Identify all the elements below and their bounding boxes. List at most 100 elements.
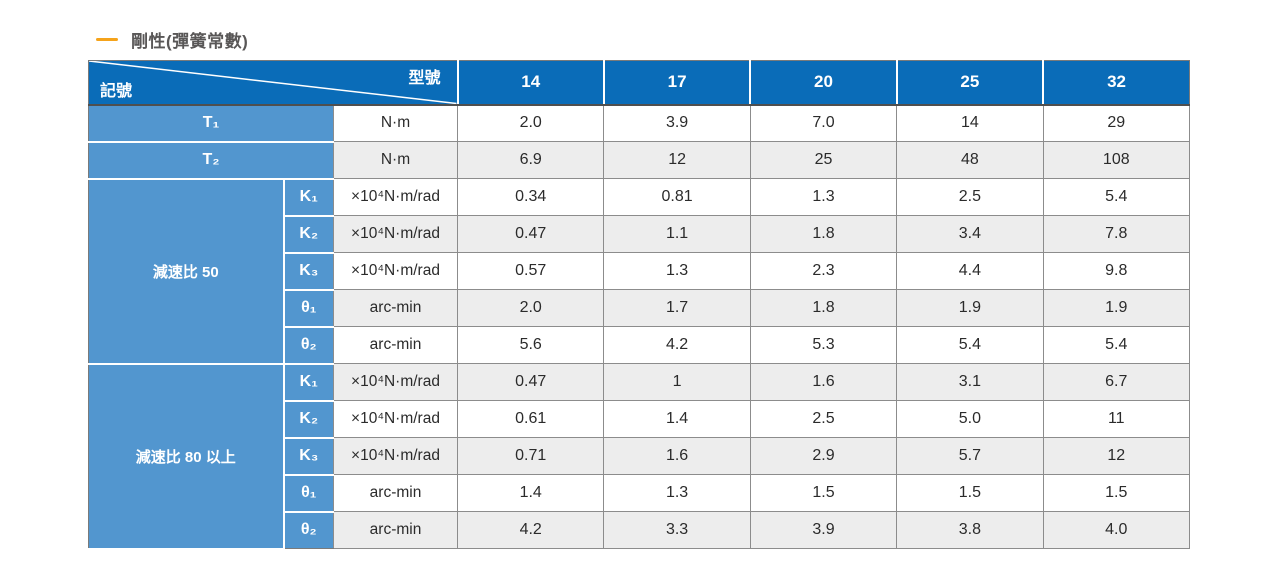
- corner-bottom-left-label: 記號: [100, 82, 133, 100]
- value-cell: 5.4: [1042, 178, 1191, 216]
- value-cell: 4.2: [603, 326, 751, 364]
- value-cell: 14: [896, 104, 1044, 142]
- value-cell: 3.9: [749, 511, 898, 549]
- sub-label-cell: K₂: [282, 214, 334, 254]
- unit-cell: ×10⁴N·m/rad: [333, 215, 458, 253]
- value-cell: 6.7: [1042, 363, 1191, 401]
- table-row: θ₂ arc-min 5.6 4.2 5.3 5.4 5.4: [89, 325, 1191, 365]
- value-cell: 1.6: [749, 363, 898, 401]
- value-cell: 2.3: [749, 252, 898, 290]
- value-cell: 1.3: [603, 252, 751, 290]
- value-cell: 48: [896, 141, 1044, 179]
- sub-label-cell: θ₁: [282, 473, 334, 513]
- value-cell: 1.4: [456, 474, 605, 512]
- value-cell: 2.0: [456, 104, 605, 142]
- value-cell: 4.2: [456, 511, 605, 549]
- unit-cell: ×10⁴N·m/rad: [333, 437, 458, 475]
- corner-top-right-label: 型號: [408, 70, 441, 87]
- value-cell: 11: [1042, 400, 1191, 438]
- group-label-cell: 減速比 50: [88, 177, 285, 365]
- section-dash-icon: [96, 37, 118, 42]
- value-cell: 2.9: [749, 437, 898, 475]
- table-row: 減速比 80 以上 K₁ ×10⁴N·m/rad 0.47 1 1.6 3.1 …: [88, 362, 1191, 550]
- value-cell: 1.4: [603, 400, 751, 438]
- value-cell: 1.1: [603, 215, 751, 253]
- value-cell: 0.47: [456, 363, 605, 401]
- sub-label-cell: θ₁: [282, 288, 334, 328]
- value-cell: 12: [1042, 437, 1191, 475]
- value-cell: 0.81: [603, 178, 751, 216]
- sub-label-cell: K₃: [282, 436, 334, 476]
- sub-label-cell: K₁: [282, 177, 334, 217]
- value-cell: 1.3: [603, 474, 751, 512]
- unit-cell: ×10⁴N·m/rad: [333, 363, 458, 401]
- value-cell: 1: [603, 363, 751, 401]
- value-cell: 0.47: [456, 215, 605, 253]
- unit-cell: arc-min: [333, 511, 458, 549]
- value-cell: 1.8: [749, 289, 898, 327]
- value-cell: 3.3: [603, 511, 751, 549]
- value-cell: 5.4: [896, 326, 1044, 364]
- unit-cell: arc-min: [333, 474, 458, 512]
- value-cell: 7.8: [1042, 215, 1191, 253]
- value-cell: 108: [1042, 141, 1191, 179]
- value-cell: 2.0: [456, 289, 605, 327]
- model-column-header: 17: [602, 60, 752, 106]
- corner-diagonal-line: [89, 61, 457, 104]
- value-cell: 0.57: [456, 252, 605, 290]
- sub-label-cell: K₂: [282, 399, 334, 439]
- value-cell: 5.6: [456, 326, 605, 364]
- value-cell: 6.9: [456, 141, 605, 179]
- table-row: 減速比 50 K₁ ×10⁴N·m/rad 0.34 0.81 1.3 2.5 …: [88, 177, 1191, 365]
- value-cell: 9.8: [1042, 252, 1191, 290]
- stiffness-table: 型號 記號 14 17 20 25 32 T₁ N·m 2.0 3.9 7.0 …: [88, 60, 1191, 550]
- table-row: K₃ ×10⁴N·m/rad 0.71 1.6 2.9 5.7 12: [89, 436, 1191, 476]
- value-cell: 1.3: [749, 178, 898, 216]
- table-row: θ₁ arc-min 2.0 1.7 1.8 1.9 1.9: [89, 288, 1191, 328]
- value-cell: 1.7: [603, 289, 751, 327]
- value-cell: 2.5: [896, 178, 1044, 216]
- unit-cell: arc-min: [333, 289, 458, 327]
- value-cell: 5.4: [1042, 326, 1191, 364]
- value-cell: 5.7: [896, 437, 1044, 475]
- value-cell: 1.5: [1042, 474, 1191, 512]
- value-cell: 25: [749, 141, 898, 179]
- value-cell: 1.8: [749, 215, 898, 253]
- sub-label-cell: K₁: [282, 362, 334, 402]
- unit-cell: arc-min: [333, 326, 458, 364]
- model-column-header: 32: [1042, 60, 1191, 106]
- unit-cell: N·m: [333, 141, 458, 179]
- sub-label-cell: K₃: [282, 251, 334, 291]
- table-row-t1: T₁ N·m 2.0 3.9 7.0 14 29: [88, 103, 1191, 143]
- table-row: θ₁ arc-min 1.4 1.3 1.5 1.5 1.5: [89, 473, 1191, 513]
- row-label: T₁: [88, 103, 334, 143]
- unit-cell: ×10⁴N·m/rad: [333, 400, 458, 438]
- value-cell: 4.4: [896, 252, 1044, 290]
- value-cell: 1.6: [603, 437, 751, 475]
- group-label-cell: 減速比 80 以上: [88, 362, 285, 550]
- sub-label-cell: θ₂: [282, 510, 334, 549]
- table-row-t2: T₂ N·m 6.9 12 25 48 108: [88, 140, 1191, 180]
- unit-cell: N·m: [333, 104, 458, 142]
- value-cell: 7.0: [749, 104, 898, 142]
- model-column-header: 25: [895, 60, 1045, 106]
- page-title: 剛性(彈簧常數): [131, 32, 249, 51]
- table-row: K₂ ×10⁴N·m/rad 0.61 1.4 2.5 5.0 11: [89, 399, 1191, 439]
- value-cell: 1.9: [896, 289, 1044, 327]
- value-cell: 3.9: [603, 104, 751, 142]
- value-cell: 5.3: [749, 326, 898, 364]
- value-cell: 0.61: [456, 400, 605, 438]
- value-cell: 0.34: [456, 178, 605, 216]
- sub-label-cell: θ₂: [282, 325, 334, 365]
- model-column-header: 14: [456, 60, 605, 106]
- value-cell: 1.9: [1042, 289, 1191, 327]
- value-cell: 4.0: [1042, 511, 1191, 549]
- header-row: 型號 記號 14 17 20 25 32: [88, 60, 1191, 106]
- value-cell: 12: [603, 141, 751, 179]
- row-label: T₂: [88, 140, 334, 180]
- table-row: θ₂ arc-min 4.2 3.3 3.9 3.8 4.0: [89, 510, 1191, 549]
- value-cell: 29: [1042, 104, 1191, 142]
- value-cell: 3.1: [896, 363, 1044, 401]
- value-cell: 3.4: [896, 215, 1044, 253]
